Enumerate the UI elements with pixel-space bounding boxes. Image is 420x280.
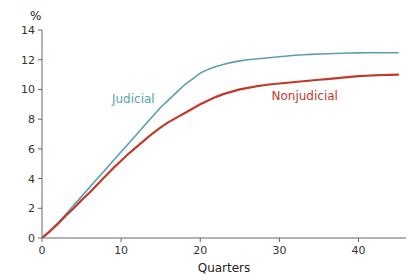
y-tick-label: 8 — [28, 113, 35, 126]
y-tick — [38, 59, 42, 60]
series-line — [42, 53, 398, 238]
x-tick — [279, 238, 280, 242]
x-tick-label: 40 — [352, 244, 366, 257]
series-line — [42, 75, 398, 238]
y-tick — [38, 178, 42, 179]
y-tick-label: 12 — [21, 54, 35, 67]
x-tick-label: 10 — [114, 244, 128, 257]
x-axis-line — [42, 238, 406, 239]
chart: 0 2 4 6 8 10 12 14 0 10 20 30 40 Quarters% Judicial Non… — [0, 0, 420, 280]
x-tick-label: 30 — [272, 244, 286, 257]
y-tick — [38, 148, 42, 149]
x-tick — [121, 238, 122, 242]
plot-area — [42, 53, 398, 238]
y-tick-label: 14 — [21, 24, 35, 37]
y-axis-line — [42, 30, 43, 238]
y-tick-label: 10 — [21, 83, 35, 96]
y-tick — [38, 30, 42, 31]
y-tick — [38, 238, 42, 239]
y-tick — [38, 89, 42, 90]
y-tick-label: 4 — [28, 173, 35, 186]
x-tick — [200, 238, 201, 242]
y-tick — [38, 208, 42, 209]
y-tick-label: 0 — [28, 232, 35, 245]
series-label: Nonjudicial — [271, 89, 337, 103]
x-tick — [42, 238, 43, 242]
x-tick-label: 0 — [39, 244, 46, 257]
y-tick — [38, 119, 42, 120]
x-tick-label: 20 — [193, 244, 207, 257]
x-axis-label: Quarters — [198, 261, 251, 275]
x-tick — [358, 238, 359, 242]
y-axis-label: % — [30, 9, 41, 23]
y-tick-label: 2 — [28, 202, 35, 215]
y-tick-label: 6 — [28, 143, 35, 156]
series-label: Judicial — [111, 92, 155, 106]
